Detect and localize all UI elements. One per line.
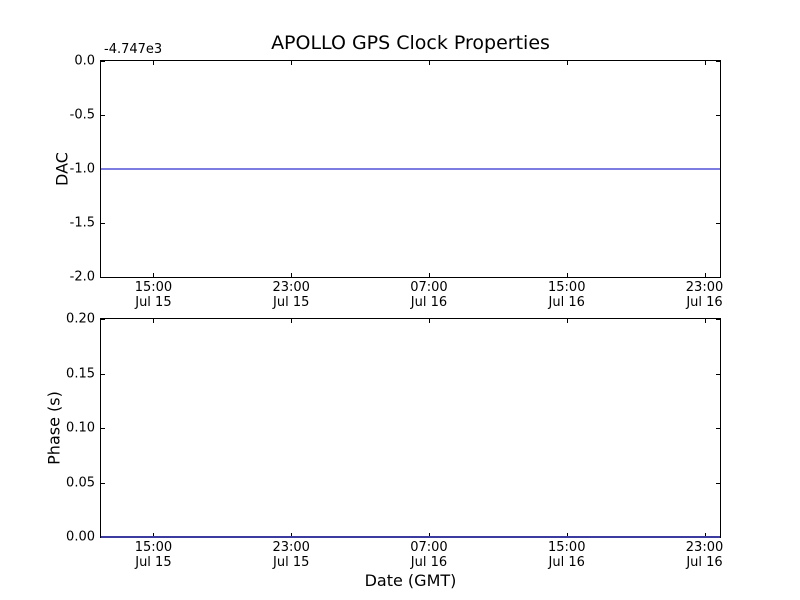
x-axis-tick (428, 533, 430, 537)
date-axis-label: Date (GMT) (364, 571, 457, 590)
y-axis-tick (716, 61, 720, 62)
y-axis-tick (716, 319, 720, 320)
x-tick-date: Jul 16 (548, 555, 585, 570)
x-tick-label: 15:00 Jul 16 (529, 540, 605, 570)
x-axis-tick (153, 319, 155, 323)
x-axis-tick (428, 273, 430, 277)
x-tick-time: 07:00 (410, 280, 448, 295)
x-tick-date: Jul 16 (548, 295, 585, 310)
phase-subplot: Phase (s) Date (GMT) 15:00 Jul 15 23:00 Jul… (45, 312, 724, 591)
y-axis-tick (101, 319, 105, 320)
x-tick-label: 07:00 Jul 16 (391, 540, 467, 570)
x-axis-tick (428, 61, 430, 65)
x-tick-time: 23:00 (685, 280, 724, 295)
x-axis-tick (704, 61, 706, 65)
chart-title: APOLLO GPS Clock Properties (271, 32, 550, 54)
x-tick-time: 23:00 (272, 280, 310, 295)
x-axis-tick (291, 319, 293, 323)
x-tick-label: 15:00 Jul 15 (115, 540, 191, 570)
x-tick-time: 15:00 (134, 280, 173, 295)
y-axis-tick (101, 482, 105, 484)
x-tick-time: 15:00 (134, 540, 173, 555)
x-tick-label: 23:00 Jul 15 (253, 280, 329, 310)
x-axis-tick (153, 273, 155, 277)
x-axis-tick (704, 533, 706, 537)
y-axis-tick (716, 428, 720, 429)
y-axis-tick (716, 482, 720, 484)
phase-axis-label: Phase (s) (44, 391, 64, 465)
y-axis-tick (101, 61, 105, 62)
x-axis-tick (153, 533, 155, 537)
x-axis-tick (566, 319, 568, 323)
x-tick-time: 23:00 (685, 540, 724, 555)
x-tick-time: 15:00 (548, 540, 586, 555)
dac-series-line (101, 168, 720, 170)
y-axis-tick (101, 373, 105, 375)
x-tick-date: Jul 16 (410, 555, 448, 570)
x-axis-tick (566, 273, 568, 277)
dac-subplot: APOLLO GPS Clock Properties -4.747e3 DAC… (53, 32, 724, 310)
y-axis-tick (716, 373, 720, 375)
x-axis-tick (704, 273, 706, 277)
x-axis-tick (291, 61, 293, 65)
y-axis-tick (101, 115, 105, 116)
y-tick-label: 0.00 (66, 529, 95, 545)
y-axis-tick (101, 223, 105, 224)
x-tick-date: Jul 15 (273, 555, 310, 570)
y-tick-label: 0.10 (66, 420, 95, 436)
y-axis-tick (716, 223, 720, 224)
x-axis-tick (153, 61, 155, 65)
y-axis-tick (716, 115, 720, 116)
y-tick-label: -2.0 (69, 269, 95, 285)
y-offset-text: -4.747e3 (104, 42, 163, 57)
x-tick-date: Jul 16 (686, 295, 723, 310)
y-tick-label: 0.15 (66, 366, 95, 381)
y-axis-tick (101, 428, 105, 429)
x-tick-label: 15:00 Jul 15 (115, 280, 191, 310)
x-tick-label: 23:00 Jul 16 (667, 540, 743, 570)
x-axis-tick (566, 61, 568, 65)
x-axis-tick (428, 319, 430, 323)
x-tick-label: 23:00 Jul 16 (667, 280, 743, 310)
y-tick-label: 0.0 (74, 53, 95, 69)
x-axis-tick (291, 273, 293, 277)
x-axis-tick (566, 533, 568, 537)
phase-series-line (101, 536, 720, 538)
x-tick-date: Jul 15 (135, 555, 172, 570)
x-tick-label: 15:00 Jul 16 (529, 280, 605, 310)
x-axis-tick (704, 319, 706, 323)
y-tick-label: -1.5 (69, 215, 95, 231)
x-tick-date: Jul 15 (135, 295, 172, 310)
y-tick-label: -1.0 (69, 161, 95, 177)
y-tick-label: 0.05 (66, 475, 95, 490)
x-tick-time: 15:00 (548, 280, 586, 295)
x-axis-tick (291, 533, 293, 537)
x-tick-time: 07:00 (410, 540, 448, 555)
x-tick-date: Jul 16 (410, 295, 448, 310)
x-tick-label: 07:00 Jul 16 (391, 280, 467, 310)
y-axis-tick (716, 277, 720, 278)
y-axis-tick (101, 277, 105, 278)
x-tick-time: 23:00 (272, 540, 310, 555)
y-tick-label: -0.5 (69, 107, 95, 123)
y-tick-label: 0.20 (66, 311, 95, 327)
x-tick-date: Jul 16 (686, 555, 723, 570)
x-tick-date: Jul 15 (273, 295, 310, 310)
x-tick-label: 23:00 Jul 15 (253, 540, 329, 570)
